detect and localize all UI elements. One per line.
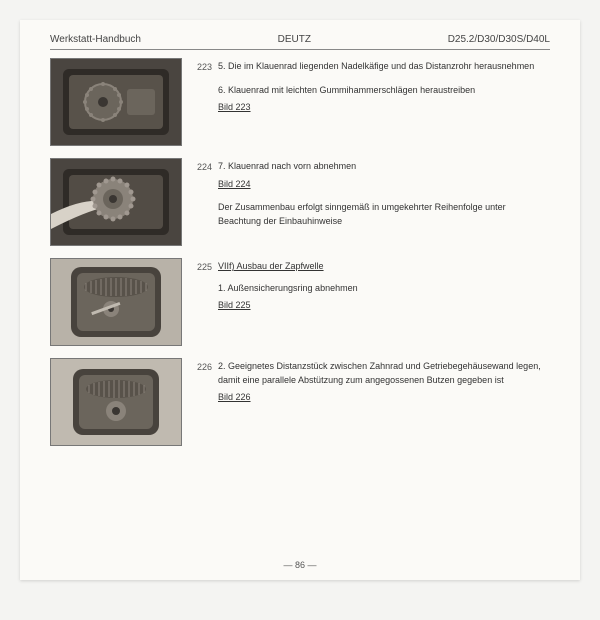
header-left: Werkstatt-Handbuch (50, 34, 141, 45)
step-text: 7. Klauenrad nach vorn abnehmen Bild 224… (218, 158, 550, 228)
step-text: 2. Geeignetes Distanzstück zwischen Zahn… (218, 358, 550, 405)
bild-ref: Bild 226 (218, 391, 251, 405)
bild-ref: Bild 223 (218, 101, 251, 115)
figure-224 (50, 158, 182, 246)
section-heading: VIIf) Ausbau der Zapfwelle (218, 260, 550, 274)
figure-number: 223 (182, 58, 218, 72)
page-header: Werkstatt-Handbuch DEUTZ D25.2/D30/D30S/… (20, 20, 580, 49)
figure-226 (50, 358, 182, 446)
step-6-text: 6. Klauenrad mit leichten Gummihammersch… (218, 84, 550, 98)
step-row: 226 2. Geeignetes Distanzstück zwischen … (50, 358, 550, 446)
page-number: — 86 — (20, 560, 580, 570)
manual-page: Werkstatt-Handbuch DEUTZ D25.2/D30/D30S/… (20, 20, 580, 580)
step-row: 225 VIIf) Ausbau der Zapfwelle 1. Außens… (50, 258, 550, 346)
step-7-text: 7. Klauenrad nach vorn abnehmen (218, 160, 550, 174)
figure-223 (50, 58, 182, 146)
figure-number: 226 (182, 358, 218, 372)
figure-225 (50, 258, 182, 346)
step-row: 223 5. Die im Klauenrad liegenden Nadelk… (50, 58, 550, 146)
bild-ref: Bild 224 (218, 178, 251, 192)
step-text: 5. Die im Klauenrad liegenden Nadelkäfig… (218, 58, 550, 115)
step-row: 224 7. Klauenrad nach vorn abnehmen Bild… (50, 158, 550, 246)
assembly-note: Der Zusammenbau erfolgt sinngemäß in umg… (218, 201, 550, 228)
content-area: 223 5. Die im Klauenrad liegenden Nadelk… (20, 50, 580, 446)
step-2-text: 2. Geeignetes Distanzstück zwischen Zahn… (218, 360, 550, 387)
figure-number: 225 (182, 258, 218, 272)
bild-ref: Bild 225 (218, 299, 251, 313)
step-5-text: 5. Die im Klauenrad liegenden Nadelkäfig… (218, 60, 550, 74)
header-center: DEUTZ (278, 34, 311, 45)
step-1-text: 1. Außensicherungsring abnehmen (218, 282, 550, 296)
figure-number: 224 (182, 158, 218, 172)
step-text: VIIf) Ausbau der Zapfwelle 1. Außensiche… (218, 258, 550, 313)
header-right: D25.2/D30/D30S/D40L (448, 34, 550, 45)
